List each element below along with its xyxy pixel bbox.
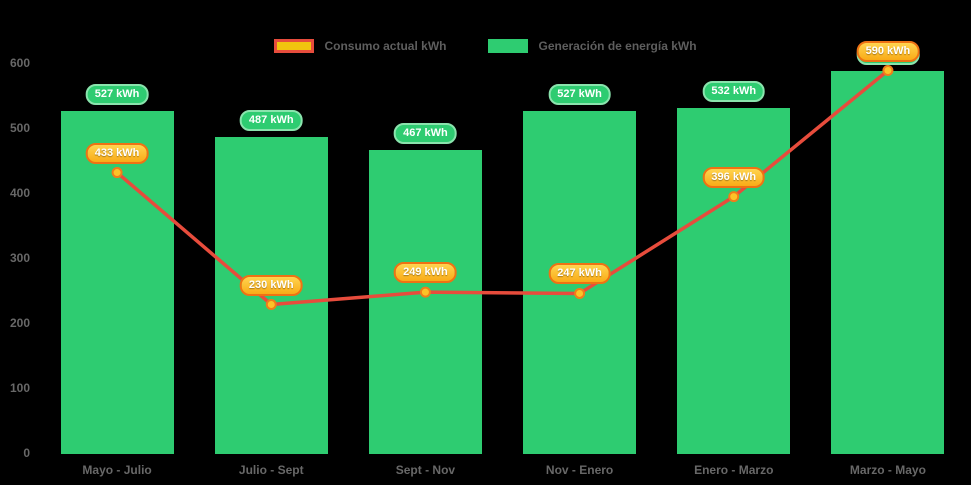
- legend-item-consumo[interactable]: Consumo actual kWh: [274, 39, 446, 53]
- consumption-point[interactable]: [882, 65, 894, 76]
- consumption-value-label: 396 kWh: [702, 166, 766, 188]
- generation-value-label: 467 kWh: [394, 123, 457, 145]
- consumption-point[interactable]: [419, 286, 431, 298]
- y-tick-label: 500: [9, 121, 30, 135]
- generation-bar[interactable]: [214, 137, 328, 454]
- generation-value-label: 532 kWh: [702, 81, 766, 103]
- consumption-value-label: 247 kWh: [548, 263, 611, 285]
- legend-label-consumo: Consumo actual kWh: [324, 39, 447, 53]
- consumo-legend-swatch-icon: [274, 39, 315, 53]
- y-tick-label: 600: [9, 56, 30, 70]
- consumption-value-label: 230 kWh: [239, 274, 303, 296]
- consumption-point[interactable]: [111, 167, 123, 179]
- legend-label-generacion: Generación de energía kWh: [538, 39, 697, 53]
- y-tick-label: 400: [9, 186, 30, 200]
- consumption-point[interactable]: [265, 299, 277, 310]
- consumption-point[interactable]: [574, 287, 586, 299]
- y-tick-label: 0: [23, 446, 30, 460]
- x-axis-label: Sept - Nov: [395, 463, 456, 477]
- consumption-point[interactable]: [728, 191, 740, 203]
- chart-legend: Consumo actual kWh Generación de energía…: [0, 39, 971, 53]
- consumption-value-label: 249 kWh: [394, 262, 457, 284]
- generation-value-label: 527 kWh: [548, 84, 611, 106]
- consumption-line-path: [115, 69, 890, 307]
- consumption-value-label: 590 kWh: [856, 40, 920, 62]
- x-axis-label: Marzo - Mayo: [849, 463, 926, 477]
- y-tick-label: 300: [9, 251, 30, 265]
- x-axis-label: Nov - Enero: [545, 463, 614, 477]
- x-axis-label: Mayo - Julio: [82, 463, 152, 477]
- generation-value-label: 487 kWh: [239, 110, 303, 132]
- generation-value-label: 527 kWh: [85, 84, 149, 106]
- x-axis-label: Julio - Sept: [238, 463, 304, 477]
- legend-item-generacion[interactable]: Generación de energía kWh: [488, 39, 697, 53]
- generation-bar[interactable]: [368, 150, 482, 454]
- x-axis-label: Enero - Marzo: [694, 463, 774, 477]
- y-tick-label: 200: [9, 316, 30, 330]
- y-tick-label: 100: [9, 381, 30, 395]
- consumption-value-label: 433 kWh: [85, 142, 149, 164]
- generacion-legend-swatch-icon: [488, 39, 529, 53]
- generation-bar[interactable]: [831, 70, 945, 454]
